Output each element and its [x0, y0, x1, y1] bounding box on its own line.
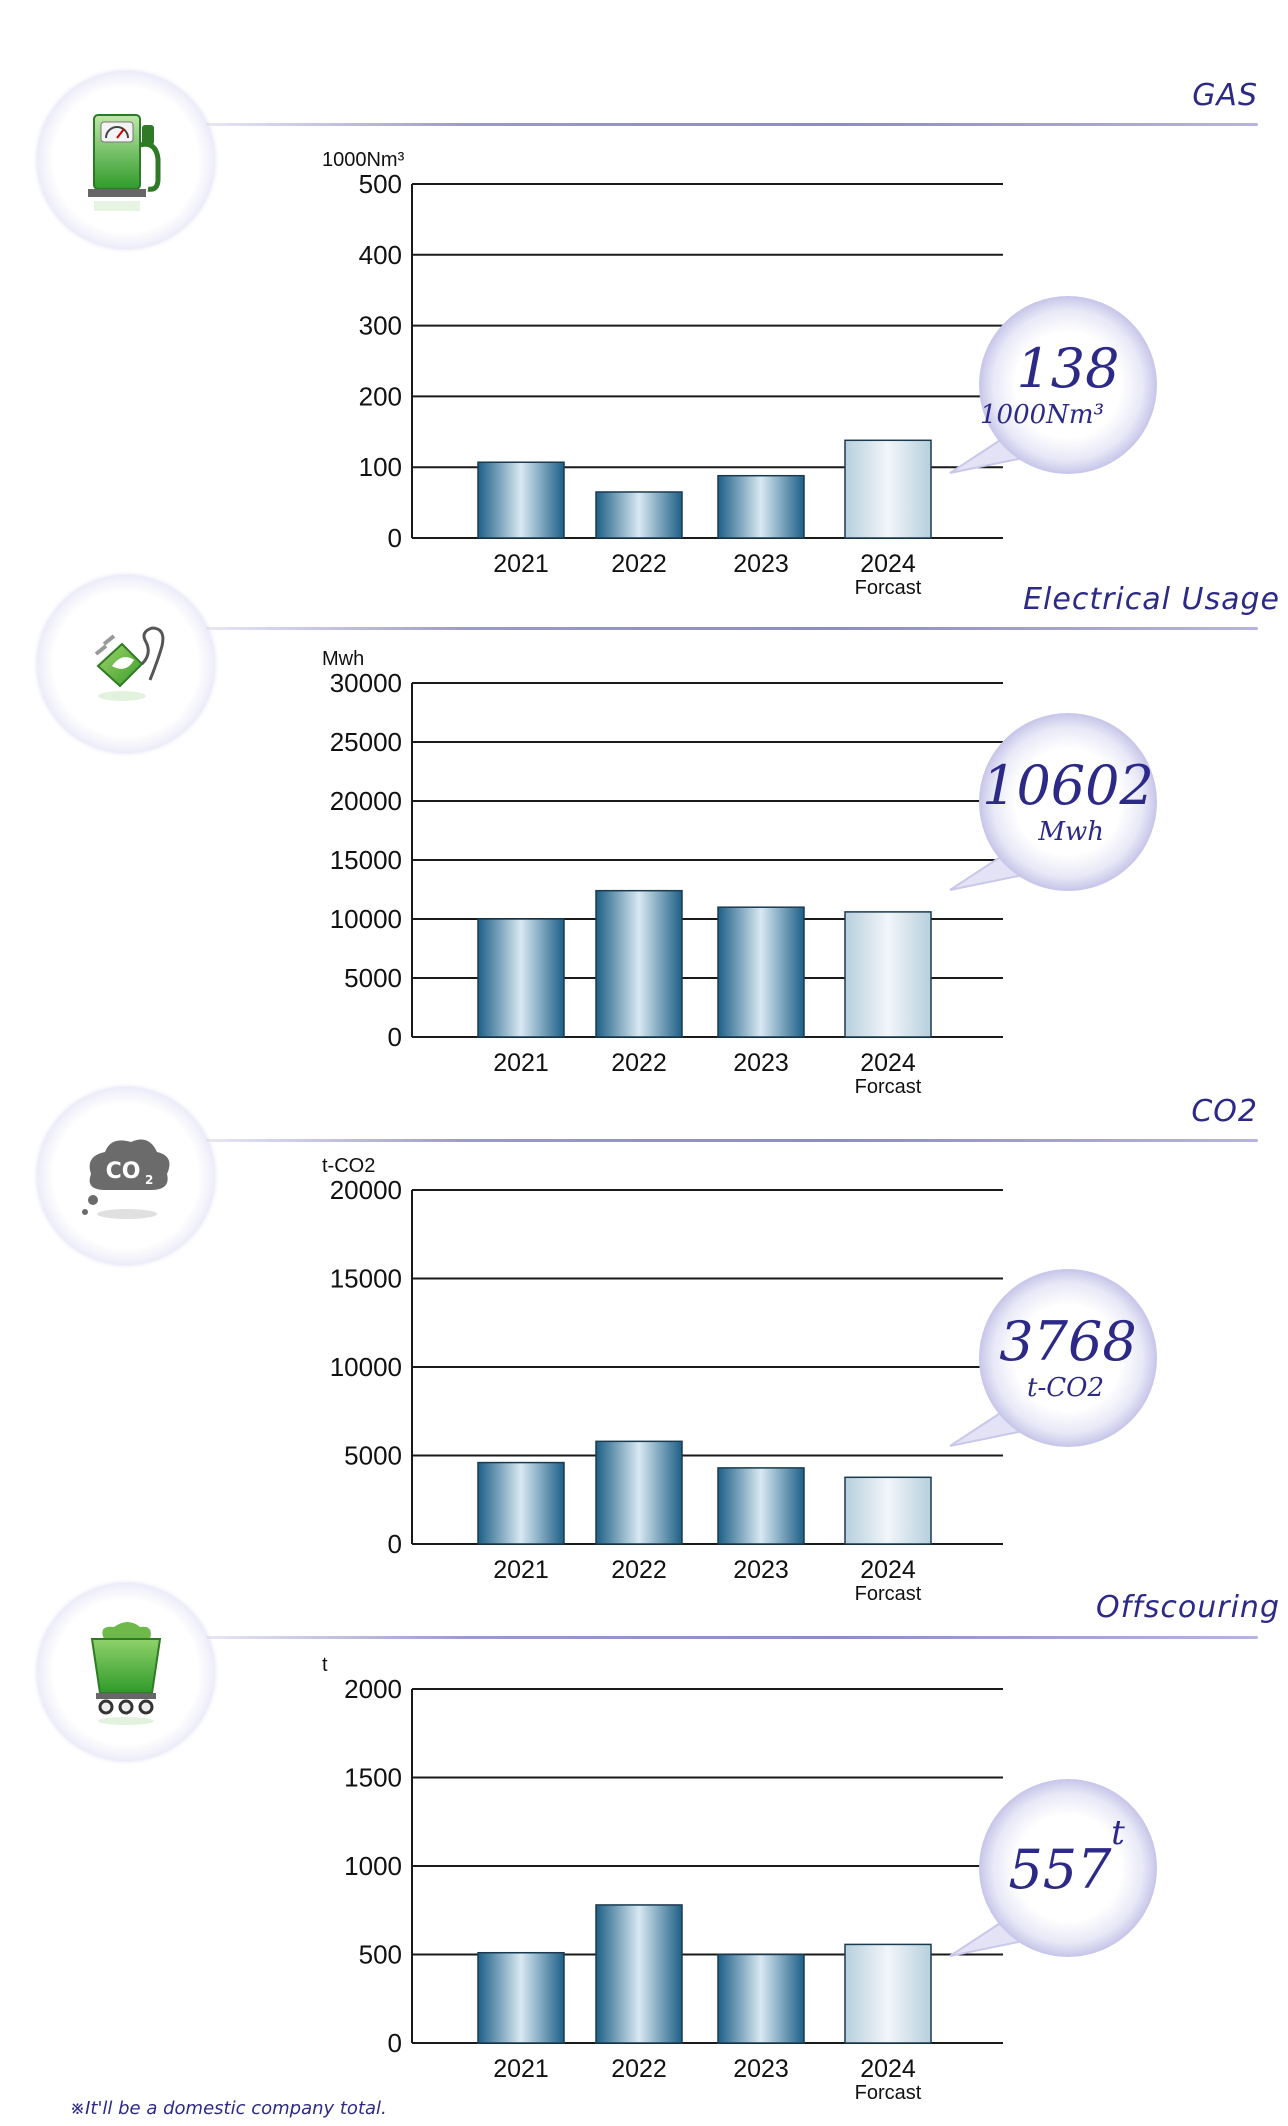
bar — [477, 918, 565, 1038]
y-tick-label: 300 — [359, 311, 402, 341]
section-title: GAS — [1192, 78, 1258, 113]
y-tick-label: 10000 — [330, 1352, 402, 1382]
x-tick-label: 2022 — [611, 1556, 667, 1584]
plug-leaf-icon — [38, 576, 214, 752]
y-tick-label: 100 — [359, 452, 402, 482]
x-tick-label: 2024 — [860, 1556, 916, 1584]
x-tick-label: 2021 — [493, 1556, 549, 1584]
callout-unit: Mwh — [1037, 817, 1104, 847]
y-tick-label: 0 — [388, 1022, 402, 1052]
y-tick-label: 5000 — [344, 1441, 402, 1471]
co2-cloud-icon: CO 2 — [38, 1088, 214, 1264]
svg-text:CO: CO — [106, 1159, 141, 1184]
bar — [477, 1951, 565, 2044]
bar — [477, 1461, 565, 1545]
y-tick-label: 15000 — [330, 845, 402, 875]
section-title: CO2 — [1191, 1094, 1258, 1129]
bar — [595, 889, 683, 1038]
y-tick-label: 1000 — [344, 1851, 402, 1881]
section-title: Offscouring — [1096, 1590, 1280, 1625]
y-tick-label: 20000 — [330, 786, 402, 816]
callout-bubble — [979, 713, 1157, 891]
x-tick-label: 2021 — [493, 2055, 549, 2083]
y-tick-label: 1500 — [344, 1763, 402, 1793]
bar — [595, 491, 683, 539]
x-tick-label: 2022 — [611, 1049, 667, 1077]
footnote: ※It'll be a domestic company total. — [70, 2098, 387, 2119]
callout-unit: 1000Nm³ — [980, 400, 1104, 430]
svg-text:2: 2 — [145, 1173, 153, 1187]
callout-value: 557 — [1008, 1838, 1112, 1901]
forecast-label: Forcast — [855, 1583, 922, 1605]
y-tick-label: 0 — [388, 1529, 402, 1559]
gas-pump-icon — [38, 72, 214, 248]
x-tick-label: 2022 — [611, 550, 667, 578]
callout-value: 138 — [1016, 337, 1119, 400]
x-tick-label: 2023 — [733, 1049, 789, 1077]
bar — [717, 1953, 805, 2044]
bar — [717, 474, 805, 539]
waste-cart-icon — [38, 1584, 214, 1760]
callout-unit: t — [1111, 1813, 1125, 1853]
bar — [595, 1904, 683, 2044]
y-unit-label: t — [322, 1654, 328, 1676]
x-tick-label: 2021 — [493, 1049, 549, 1077]
bar — [477, 461, 565, 539]
bar — [595, 1440, 683, 1545]
y-tick-label: 15000 — [330, 1264, 402, 1294]
electrical-usage-chart: 30000 25000 20000 15000 10000 5000 0 Mwh 2021 202… — [322, 648, 1157, 1098]
callout-bubble — [979, 296, 1157, 474]
callout-bubble — [979, 1779, 1157, 1957]
forecast-label: Forcast — [855, 2082, 922, 2104]
y-tick-label: 0 — [388, 523, 402, 553]
bar-forecast — [844, 439, 932, 539]
x-tick-label: 2024 — [860, 1049, 916, 1077]
callout-value: 3768 — [999, 1310, 1136, 1373]
gas-chart: 500 400 300 200 100 0 1000Nm³ 2021 2022 2023 2024F… — [322, 149, 1157, 599]
callout-bubble — [979, 1269, 1157, 1447]
y-tick-label: 200 — [359, 381, 402, 411]
y-tick-label: 20000 — [330, 1175, 402, 1205]
bar — [717, 906, 805, 1038]
x-tick-label: 2023 — [733, 1556, 789, 1584]
y-unit-label: t-CO2 — [322, 1155, 375, 1177]
y-tick-label: 400 — [359, 240, 402, 270]
y-tick-label: 500 — [359, 1940, 402, 1970]
y-tick-label: 0 — [388, 2028, 402, 2058]
co2-chart: 20000 15000 10000 5000 0 t-CO2 2021 2022 2023 202… — [322, 1155, 1157, 1605]
section-divider — [205, 627, 1258, 630]
bar-forecast — [844, 911, 932, 1038]
y-tick-label: 5000 — [344, 963, 402, 993]
bar-forecast — [844, 1476, 932, 1545]
callout-unit: t-CO2 — [1027, 1373, 1104, 1403]
y-tick-label: 30000 — [330, 668, 402, 698]
x-tick-label: 2024 — [860, 2055, 916, 2083]
y-unit-label: 1000Nm³ — [322, 149, 405, 171]
callout-value: 10602 — [982, 754, 1154, 817]
forecast-label: Forcast — [855, 1076, 922, 1098]
x-tick-label: 2024 — [860, 550, 916, 578]
x-tick-label: 2023 — [733, 550, 789, 578]
y-tick-label: 10000 — [330, 904, 402, 934]
y-tick-label: 2000 — [344, 1674, 402, 1704]
x-tick-label: 2023 — [733, 2055, 789, 2083]
bar — [717, 1467, 805, 1545]
y-unit-label: Mwh — [322, 648, 364, 670]
x-tick-label: 2022 — [611, 2055, 667, 2083]
section-divider — [205, 123, 1258, 126]
bar-forecast — [844, 1943, 932, 2044]
y-tick-label: 500 — [359, 169, 402, 199]
forecast-label: Forcast — [855, 577, 922, 599]
section-divider — [205, 1139, 1258, 1142]
section-title: Electrical Usage — [1023, 582, 1280, 617]
section-divider — [205, 1636, 1258, 1639]
x-tick-label: 2021 — [493, 550, 549, 578]
y-tick-label: 25000 — [330, 727, 402, 757]
